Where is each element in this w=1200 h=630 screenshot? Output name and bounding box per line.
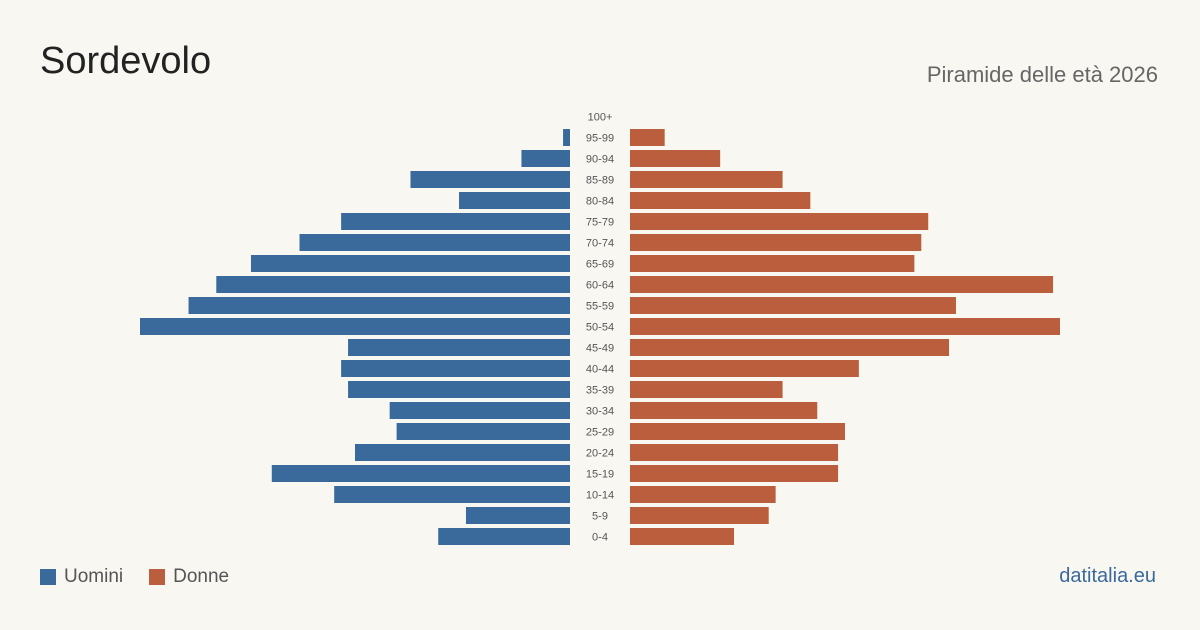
bar-women-20-24 <box>630 444 839 461</box>
age-group-label: 55-59 <box>586 301 614 313</box>
bar-women-40-44 <box>630 360 859 377</box>
age-group-label: 50-54 <box>586 322 614 334</box>
bar-women-45-49 <box>630 339 950 356</box>
bar-women-60-64 <box>630 276 1054 293</box>
age-group-label: 100+ <box>588 112 613 124</box>
bar-women-35-39 <box>630 381 783 398</box>
bar-women-25-29 <box>630 423 845 440</box>
legend-label-men: Uomini <box>64 566 124 587</box>
bar-women-30-34 <box>630 402 818 419</box>
bar-men-55-59 <box>188 297 570 314</box>
bar-men-35-39 <box>348 381 570 398</box>
age-group-label: 5-9 <box>592 511 608 523</box>
bar-men-10-14 <box>334 486 570 503</box>
bar-women-15-19 <box>630 465 839 482</box>
bar-men-40-44 <box>341 360 570 377</box>
bar-men-15-19 <box>271 465 570 482</box>
age-group-label: 90-94 <box>586 154 614 166</box>
chart-subtitle: Piramide delle età 2026 <box>926 62 1158 87</box>
age-group-label: 60-64 <box>586 280 614 292</box>
legend-label-women: Donne <box>173 566 230 587</box>
age-group-label: 95-99 <box>586 133 614 145</box>
bar-men-5-9 <box>465 507 570 524</box>
age-group-label: 45-49 <box>586 343 614 355</box>
age-group-label: 80-84 <box>586 196 614 208</box>
age-group-label: 0-4 <box>592 532 608 544</box>
bar-men-20-24 <box>355 444 570 461</box>
bar-women-95-99 <box>630 129 665 146</box>
bar-women-90-94 <box>630 150 721 167</box>
bar-women-75-79 <box>630 213 929 230</box>
age-group-label: 70-74 <box>586 238 614 250</box>
bar-men-70-74 <box>299 234 570 251</box>
legend-swatch-women <box>149 569 166 585</box>
bar-men-95-99 <box>563 129 570 146</box>
bar-women-80-84 <box>630 192 811 209</box>
bar-women-10-14 <box>630 486 776 503</box>
legend-swatch-men <box>40 569 56 585</box>
bar-men-45-49 <box>348 339 570 356</box>
bar-men-75-79 <box>341 213 570 230</box>
bar-men-60-64 <box>216 276 570 293</box>
bar-women-70-74 <box>630 234 922 251</box>
age-group-label: 40-44 <box>586 364 614 376</box>
bar-women-50-54 <box>630 318 1060 335</box>
age-group-label: 85-89 <box>586 175 614 187</box>
age-group-label: 25-29 <box>586 427 614 439</box>
brand-link[interactable]: datitalia.eu <box>1059 565 1156 587</box>
age-group-label: 65-69 <box>586 259 614 271</box>
age-group-label: 30-34 <box>586 406 614 418</box>
bar-women-5-9 <box>630 507 769 524</box>
bar-women-0-4 <box>630 528 735 545</box>
bar-men-25-29 <box>396 423 570 440</box>
legend-item-men: Uomini <box>40 566 123 588</box>
age-group-label: 10-14 <box>586 490 614 502</box>
bar-women-55-59 <box>630 297 956 314</box>
age-group-label: 15-19 <box>586 469 614 481</box>
legend-item-women: Donne <box>149 566 229 588</box>
bar-men-65-69 <box>250 255 570 272</box>
bar-men-80-84 <box>459 192 570 209</box>
bar-men-90-94 <box>521 150 570 167</box>
age-group-label: 35-39 <box>586 385 614 397</box>
bar-men-50-54 <box>140 318 570 335</box>
age-group-label: 75-79 <box>586 217 614 229</box>
age-group-label: 20-24 <box>586 448 614 460</box>
bar-women-85-89 <box>630 171 783 188</box>
chart-title: Sordevolo <box>40 40 212 82</box>
bar-men-30-34 <box>389 402 570 419</box>
bar-women-65-69 <box>630 255 915 272</box>
bar-men-85-89 <box>410 171 570 188</box>
bar-men-0-4 <box>438 528 570 545</box>
legend: Uomini Donne <box>40 566 255 588</box>
